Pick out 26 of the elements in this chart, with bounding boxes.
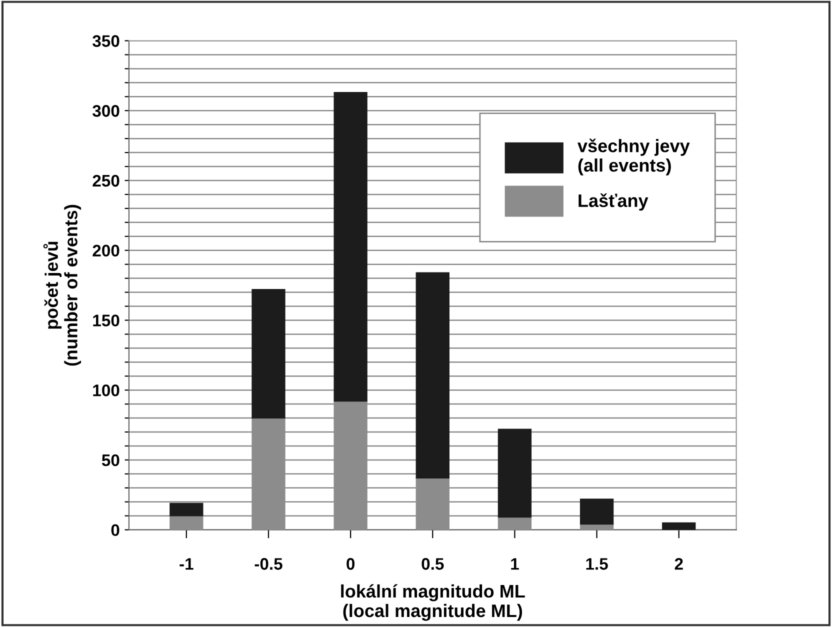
x-axis-title: lokální magnitudo ML (local magnitude ML) bbox=[341, 584, 525, 621]
bar bbox=[662, 522, 696, 530]
bar bbox=[170, 502, 204, 516]
y-tick-label: 0 bbox=[111, 524, 120, 536]
bar bbox=[580, 498, 614, 525]
y-tick-label: 300 bbox=[92, 105, 120, 117]
legend-label: všechny jevy (all events) bbox=[578, 138, 690, 176]
x-tick-label: 1.5 bbox=[586, 558, 608, 570]
bar bbox=[498, 428, 532, 518]
x-tick-label: 2 bbox=[674, 558, 683, 570]
y-tick-label: 250 bbox=[92, 174, 120, 187]
x-tick-label: 0.5 bbox=[422, 558, 444, 570]
x-tick-label: 0 bbox=[346, 558, 355, 570]
y-tick-label: 200 bbox=[92, 244, 120, 257]
x-tick-label: 1 bbox=[511, 558, 519, 570]
y-tick-label: 100 bbox=[93, 384, 120, 396]
x-tick-label: -0.5 bbox=[254, 558, 282, 570]
x-tick-label: -1 bbox=[180, 558, 194, 570]
y-tick-label: 150 bbox=[93, 314, 120, 326]
y-tick-label: 350 bbox=[92, 35, 120, 47]
bar bbox=[416, 272, 450, 479]
bar bbox=[334, 92, 368, 402]
legend-label: Lašťany bbox=[578, 193, 648, 211]
y-tick-label: 50 bbox=[102, 454, 120, 466]
bar bbox=[252, 289, 286, 418]
y-axis-title: počet jevů (number of events) bbox=[43, 204, 82, 366]
